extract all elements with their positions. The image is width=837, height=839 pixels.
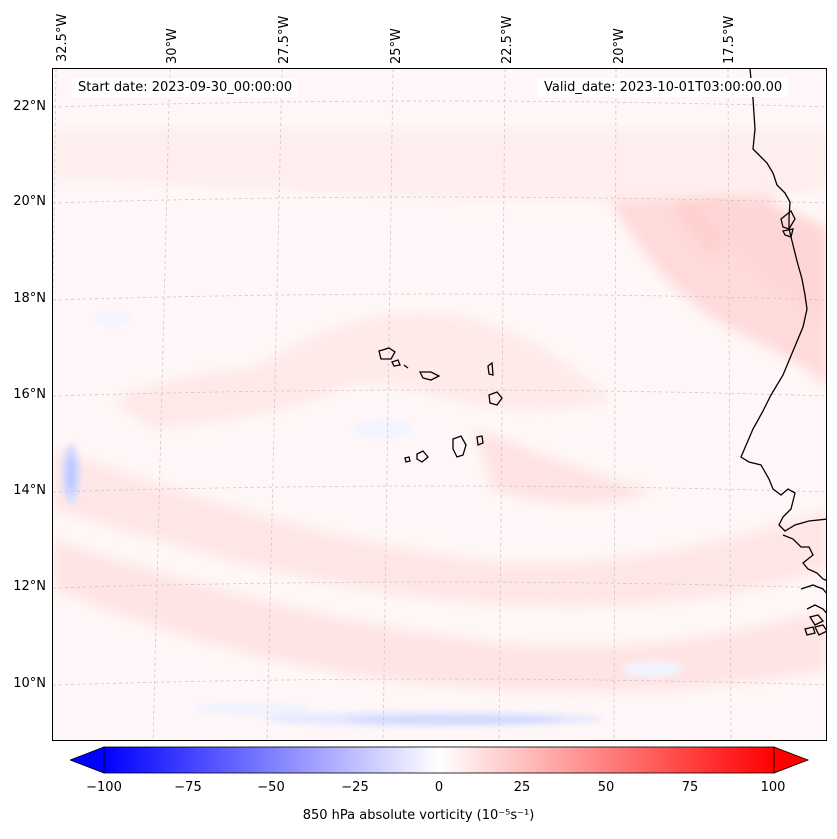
- colorbar-gradient: [103, 746, 775, 774]
- bijagos-island: [814, 624, 826, 636]
- lat-label-10n: 10°N: [13, 676, 46, 691]
- colorbar-tick: 25: [513, 780, 531, 795]
- island-sao-nicolau: [418, 371, 441, 381]
- colorbar-tick: 100: [760, 780, 786, 795]
- positive-vorticity-bands: [53, 129, 826, 692]
- lat-label-18n: 18°N: [13, 291, 46, 306]
- lon-label-30w: 30°W: [165, 28, 180, 64]
- island-boa-vista: [488, 391, 503, 406]
- africa-coastline: [740, 69, 826, 636]
- lon-label-32-5w: 32.5°W: [55, 13, 70, 62]
- colorbar-tick: 0: [434, 780, 444, 795]
- lon-label-25w: 25°W: [389, 28, 404, 64]
- island-maio: [476, 435, 484, 446]
- island-santiago: [452, 435, 467, 458]
- colorbar-tick: −75: [174, 780, 202, 795]
- lat-label-14n: 14°N: [13, 483, 46, 498]
- bijagos-island: [804, 626, 816, 636]
- colorbar-tick: −100: [86, 780, 122, 795]
- island-sal: [487, 361, 494, 376]
- lat-label-12n: 12°N: [13, 579, 46, 594]
- colorbar-label: 850 hPa absolute vorticity (10⁻⁵s⁻¹): [302, 808, 535, 823]
- lat-label-20n: 20°N: [13, 194, 46, 209]
- colorbar-tick: 50: [597, 780, 615, 795]
- island-santo-antao: [378, 347, 396, 360]
- lat-label-16n: 16°N: [13, 387, 46, 402]
- negative-vorticity-patches: [62, 311, 683, 727]
- vorticity-field: [53, 69, 826, 740]
- colorbar-tick: −25: [341, 780, 369, 795]
- island-sao-vicente: [391, 359, 401, 367]
- lat-label-22n: 22°N: [13, 99, 46, 114]
- colorbar-tick: 75: [681, 780, 699, 795]
- lon-label-20w: 20°W: [612, 28, 627, 64]
- island-fogo: [416, 450, 429, 463]
- island-santa-luzia: [403, 364, 409, 369]
- bijagos-island: [808, 614, 825, 626]
- graticule: [53, 69, 826, 740]
- valid-date: Valid_date: 2023-10-01T03:00:00.00: [538, 78, 789, 97]
- colorbar: [68, 745, 810, 775]
- start-date: Start date: 2023-09-30_00:00:00: [72, 78, 299, 97]
- colorbar-max-extend: [773, 746, 810, 774]
- lon-label-17-5w: 17.5°W: [722, 15, 737, 64]
- island-brava: [404, 456, 411, 463]
- colorbar-min-extend: [68, 746, 105, 774]
- lon-label-27-5w: 27.5°W: [277, 15, 292, 64]
- lon-label-22-5w: 22.5°W: [500, 15, 515, 64]
- cape-verde-islands: [378, 347, 503, 463]
- map-panel[interactable]: [52, 68, 827, 741]
- colorbar-tick: −50: [257, 780, 285, 795]
- banc-arguin-island: [780, 209, 796, 230]
- colorbar-scale: [68, 746, 810, 774]
- coastline-main: [740, 69, 826, 532]
